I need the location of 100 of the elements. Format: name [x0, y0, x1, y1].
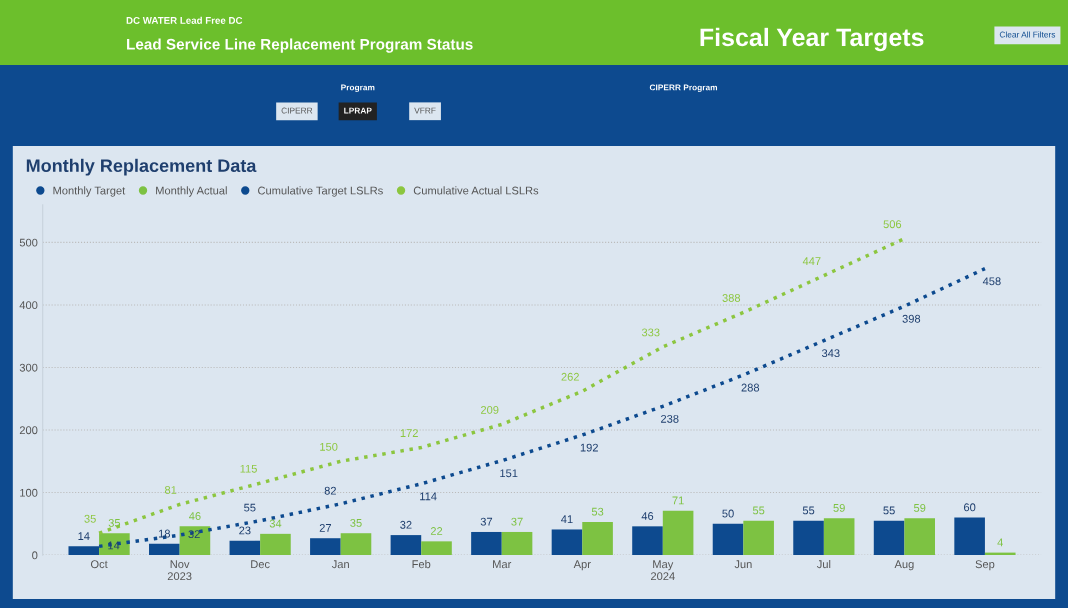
data-label: 238 [661, 414, 679, 423]
data-label: 34 [269, 519, 282, 528]
data-label: 37 [480, 517, 493, 526]
data-label: 115 [240, 464, 257, 473]
text: LPRAP [344, 107, 372, 114]
data-label: 151 [500, 469, 518, 478]
data-label: 55 [883, 506, 895, 515]
legend-label: Cumulative Actual LSLRs [413, 186, 539, 195]
bar [229, 540, 261, 556]
data-label: 41 [561, 515, 573, 523]
data-label: 82 [324, 486, 336, 495]
bar [793, 520, 824, 556]
bar [390, 535, 422, 556]
bar [471, 531, 502, 556]
x-tick-label: Nov 2023 [167, 560, 192, 581]
data-label: 18 [158, 529, 171, 538]
bar [873, 520, 905, 556]
x-tick-label: Mar [493, 560, 512, 569]
data-label: 37 [511, 517, 523, 526]
legend-label: Monthly Actual [156, 186, 227, 197]
data-label: 59 [833, 503, 845, 512]
data-label: 14 [108, 541, 120, 550]
bar [149, 543, 180, 556]
bar [662, 510, 694, 556]
data-label: 447 [802, 257, 821, 265]
x-tick-label: Dec [251, 560, 270, 569]
data-label: 53 [591, 507, 604, 516]
bar [712, 523, 744, 556]
bar [904, 518, 935, 556]
data-label: 35 [350, 518, 362, 527]
data-label: 343 [821, 349, 840, 358]
data-label: 22 [430, 527, 443, 535]
bar [421, 541, 452, 556]
data-label: 506 [883, 220, 902, 229]
x-tick-label: Oct [90, 560, 108, 569]
data-label: 50 [722, 509, 734, 518]
data-label: 32 [400, 520, 412, 529]
data-label: 150 [320, 442, 338, 451]
data-label: 46 [189, 512, 201, 520]
x-tick-label: Feb [412, 559, 431, 569]
text: CIPERR [281, 107, 313, 114]
text: DC WATER Lead Free DC [126, 16, 243, 24]
bar [310, 538, 341, 556]
data-label: 27 [319, 523, 331, 532]
bar [743, 520, 774, 556]
y-tick-label: 200 [19, 426, 38, 435]
data-label: 458 [982, 277, 1001, 286]
data-label: 398 [902, 314, 921, 323]
x-tick-label: Jun [734, 560, 752, 569]
data-label: 333 [641, 328, 660, 337]
data-label: 60 [964, 503, 976, 512]
data-label: 4 [997, 538, 1003, 547]
data-label: 32 [188, 530, 200, 539]
y-tick-label: 100 [20, 488, 38, 497]
data-label: 35 [108, 518, 121, 527]
x-tick-label: Sep [975, 560, 995, 571]
data-label: 81 [164, 486, 177, 494]
data-label: 55 [752, 506, 765, 515]
x-tick-label: Jul [816, 559, 831, 569]
data-label: 388 [722, 294, 741, 302]
text: Lead Service Line Replacement Program Status [127, 38, 473, 53]
data-label: 209 [480, 406, 499, 414]
bar [954, 517, 985, 556]
bar [823, 518, 855, 556]
data-label: 55 [244, 503, 256, 512]
data-label: 172 [400, 429, 418, 437]
data-label: 55 [802, 506, 815, 515]
bar [340, 533, 372, 556]
bar [551, 529, 583, 556]
text: Program [341, 84, 375, 93]
bar [260, 533, 291, 556]
data-label: 114 [420, 492, 437, 501]
legend-label: Monthly Target [53, 186, 126, 197]
y-tick-label: 500 [19, 238, 38, 247]
x-tick-label: May 2024 [651, 560, 675, 581]
data-label: 71 [672, 496, 684, 505]
y-tick-label: 300 [19, 363, 38, 372]
data-label: 35 [84, 514, 96, 523]
y-tick-label: 0 [32, 551, 38, 560]
data-label: 288 [741, 383, 760, 392]
data-label: 23 [239, 526, 251, 535]
y-tick-label: 400 [19, 301, 38, 310]
data-label: 192 [580, 443, 598, 452]
data-label: 262 [561, 372, 579, 381]
x-tick-label: Aug [894, 560, 914, 571]
text: CIPERR Program [649, 84, 718, 93]
data-label: 14 [78, 532, 90, 540]
bar [179, 526, 211, 556]
bar [501, 531, 533, 556]
legend-label: Cumulative Target LSLRs [258, 186, 383, 197]
x-tick-label: Apr [573, 560, 591, 571]
data-label: 59 [913, 503, 926, 512]
text: VFRF [414, 107, 436, 114]
text: Clear All Filters [999, 31, 1056, 38]
bar [582, 521, 613, 556]
data-label: 46 [641, 512, 654, 520]
bar [632, 526, 663, 556]
text: Fiscal Year Targets [700, 27, 924, 52]
x-tick-label: Jan [331, 560, 349, 569]
chart-title: Monthly Replacement Data [26, 158, 257, 176]
